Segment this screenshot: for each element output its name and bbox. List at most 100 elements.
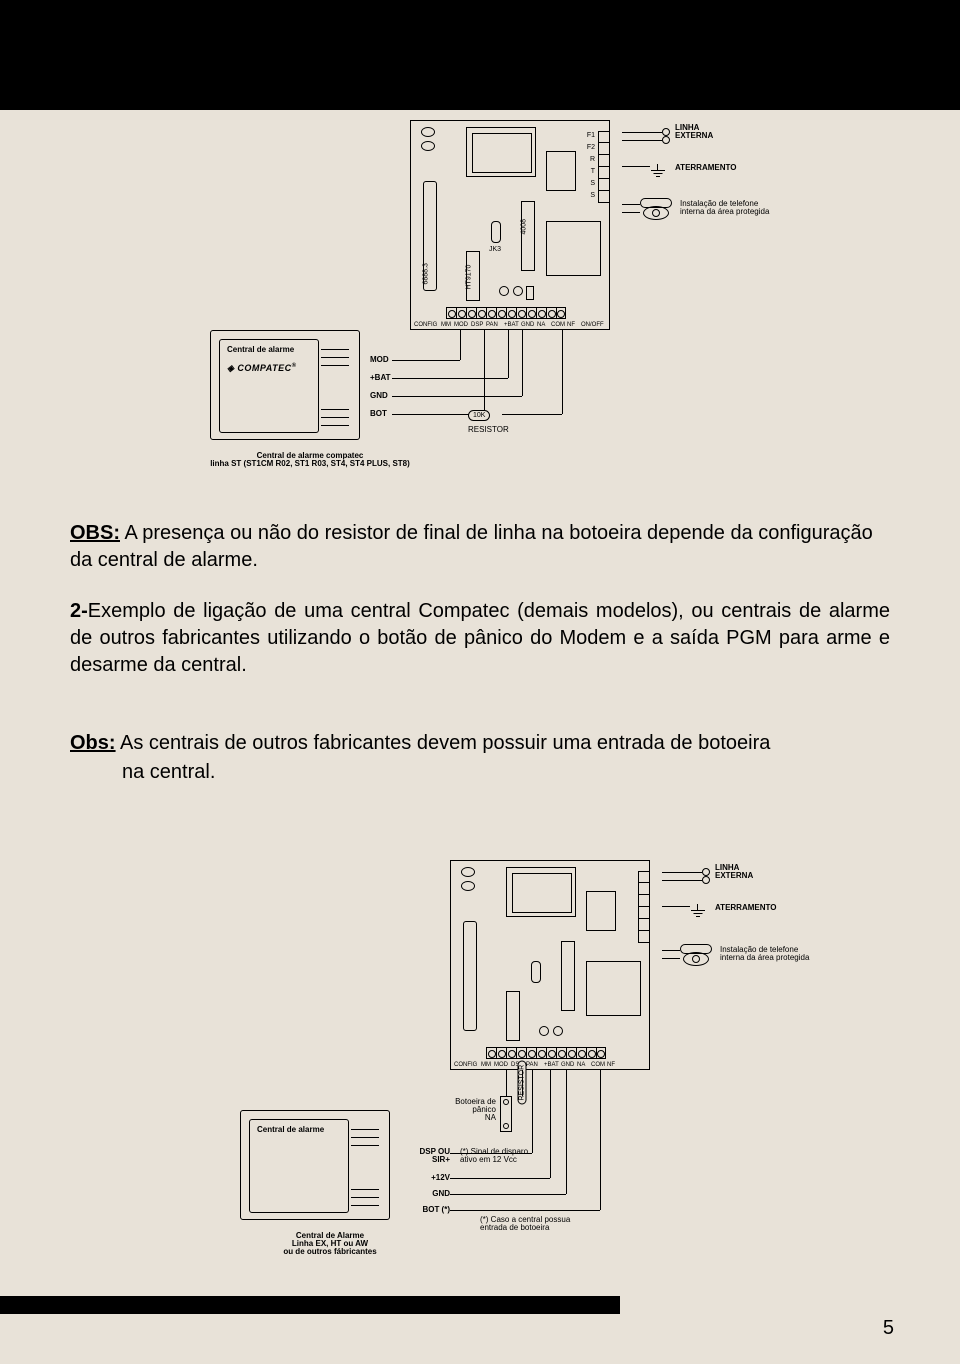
- terminal-label: S: [590, 192, 595, 199]
- wiring-diagram-1: F1 F2 R T S S 4008 HT9170 JK3 6888.3 CON…: [210, 120, 850, 510]
- wire: [522, 330, 523, 396]
- wire: [532, 1070, 533, 1153]
- header-blackbar: [0, 0, 960, 110]
- transformer-icon: [466, 127, 536, 177]
- terminal-label: MM: [481, 1062, 491, 1068]
- obs-text: As centrais de outros fabricantes devem …: [116, 732, 771, 754]
- jumper-icon: [531, 961, 541, 983]
- obs-label: Obs:: [70, 732, 116, 754]
- page-number: 5: [883, 1317, 894, 1340]
- terminal-label: COM: [551, 322, 565, 328]
- terminal-label: NA: [577, 1062, 585, 1068]
- wire: [502, 414, 562, 415]
- wire: [450, 1210, 600, 1211]
- chip-label: HT9170: [466, 265, 473, 290]
- footer-blackbar: [0, 1296, 620, 1314]
- aterramento-label: ATERRAMENTO: [715, 904, 776, 912]
- wire: [662, 880, 702, 881]
- enclosure-pin: DSP OU SIR+: [400, 1148, 450, 1164]
- terminal-label: NA: [537, 322, 545, 328]
- terminal-label: DSP: [471, 322, 483, 328]
- terminal-label: NF: [567, 322, 575, 328]
- terminal-label: S: [590, 180, 595, 187]
- jumper-icon: [491, 221, 501, 243]
- side-terminal-strip: [598, 131, 610, 203]
- telephone-icon: [640, 198, 672, 220]
- paragraph-example-2: 2-Exemplo de ligação de uma central Comp…: [70, 598, 890, 679]
- terminal-label: F2: [587, 144, 595, 151]
- wire: [562, 330, 563, 414]
- ground-icon: [690, 904, 706, 918]
- disparo-note: (*) Sinal de disparo ativo em 12 Vcc: [460, 1148, 528, 1164]
- led-icon: [421, 141, 435, 151]
- led-icon: [461, 867, 475, 877]
- terminal-label: MOD: [454, 322, 468, 328]
- transformer-icon: [506, 867, 576, 917]
- diagram1-subcaption: Central de alarme compatec linha ST (ST1…: [180, 452, 440, 468]
- wire: [460, 330, 461, 360]
- linha-externa-label: LINHA EXTERNA: [675, 124, 713, 140]
- wire: [506, 1070, 507, 1096]
- terminal-label: T: [591, 168, 595, 175]
- terminal-label: +BAT: [504, 322, 519, 328]
- enclosure-title: Central de alarme: [227, 345, 294, 354]
- chip-icon: [521, 201, 535, 271]
- pcb-board: CONFIG MM MOD DSP PAN +BAT GND NA COM NF: [450, 860, 650, 1070]
- terminal-label: PAN: [526, 1062, 538, 1068]
- enclosure-brand: ◈ COMPATEC®: [227, 363, 297, 374]
- component-icon: [553, 1026, 563, 1036]
- led-icon: [461, 881, 475, 891]
- terminal-label: PAN: [486, 322, 498, 328]
- paragraph-obs1: OBS: A presença ou não do resistor de fi…: [70, 520, 890, 574]
- component-icon: [586, 891, 616, 931]
- wire: [484, 330, 485, 414]
- component-icon: [526, 286, 534, 300]
- enclosure-pin: +BAT: [370, 374, 391, 382]
- enclosure-pin: GND: [370, 392, 388, 400]
- component-icon: [513, 286, 523, 296]
- resistor-label: RESISTOR: [468, 426, 509, 434]
- obs-text: A presença ou não do resistor de final d…: [70, 522, 873, 571]
- enclosure-pin: BOT (*): [400, 1206, 450, 1214]
- wiring-diagram-2: CONFIG MM MOD DSP PAN +BAT GND NA COM NF…: [300, 860, 870, 1260]
- bottom-terminal-strip: [446, 307, 566, 319]
- obs-label: OBS:: [70, 522, 120, 544]
- side-terminal-strip: [638, 871, 650, 943]
- terminal-dot-icon: [662, 128, 670, 136]
- wire: [508, 330, 509, 378]
- chip-label: 4008: [521, 219, 528, 235]
- terminal-label: R: [590, 156, 595, 163]
- wire: [622, 140, 662, 141]
- wire: [392, 360, 460, 361]
- paragraph-obs2: Obs: As centrais de outros fabricantes d…: [70, 730, 890, 786]
- wire: [450, 1194, 566, 1195]
- diagram2-subcaption: Central de Alarme Linha EX, HT ou AW ou …: [230, 1232, 430, 1256]
- wire: [522, 1070, 523, 1096]
- chip-icon: [506, 991, 520, 1041]
- wire: [600, 1070, 601, 1210]
- relay-icon: [586, 961, 641, 1016]
- component-label: 6888.3: [423, 263, 430, 284]
- terminal-label: COM: [591, 1062, 605, 1068]
- aterramento-label: ATERRAMENTO: [675, 164, 736, 172]
- telefone-label: Instalação de telefone interna da área p…: [680, 200, 769, 216]
- enclosure-title: Central de alarme: [257, 1125, 324, 1134]
- terminal-label: CONFIG: [414, 322, 437, 328]
- terminal-dot-icon: [702, 876, 710, 884]
- pcb-board: F1 F2 R T S S 4008 HT9170 JK3 6888.3 CON…: [410, 120, 610, 330]
- capacitor-icon: [463, 921, 477, 1031]
- component-icon: [539, 1026, 549, 1036]
- wire: [392, 396, 522, 397]
- terminal-label: ON/OFF: [581, 322, 604, 328]
- terminal-dot-icon: [702, 868, 710, 876]
- wire: [622, 166, 650, 167]
- switch-icon: [500, 1096, 512, 1132]
- wire: [550, 1070, 551, 1178]
- wire: [392, 378, 508, 379]
- wire: [662, 906, 690, 907]
- terminal-label: MOD: [494, 1062, 508, 1068]
- example-number: 2-: [70, 600, 88, 622]
- wire: [622, 212, 640, 213]
- botoeira-label: Botoeira de pânico NA: [440, 1098, 496, 1122]
- wire: [450, 1153, 532, 1154]
